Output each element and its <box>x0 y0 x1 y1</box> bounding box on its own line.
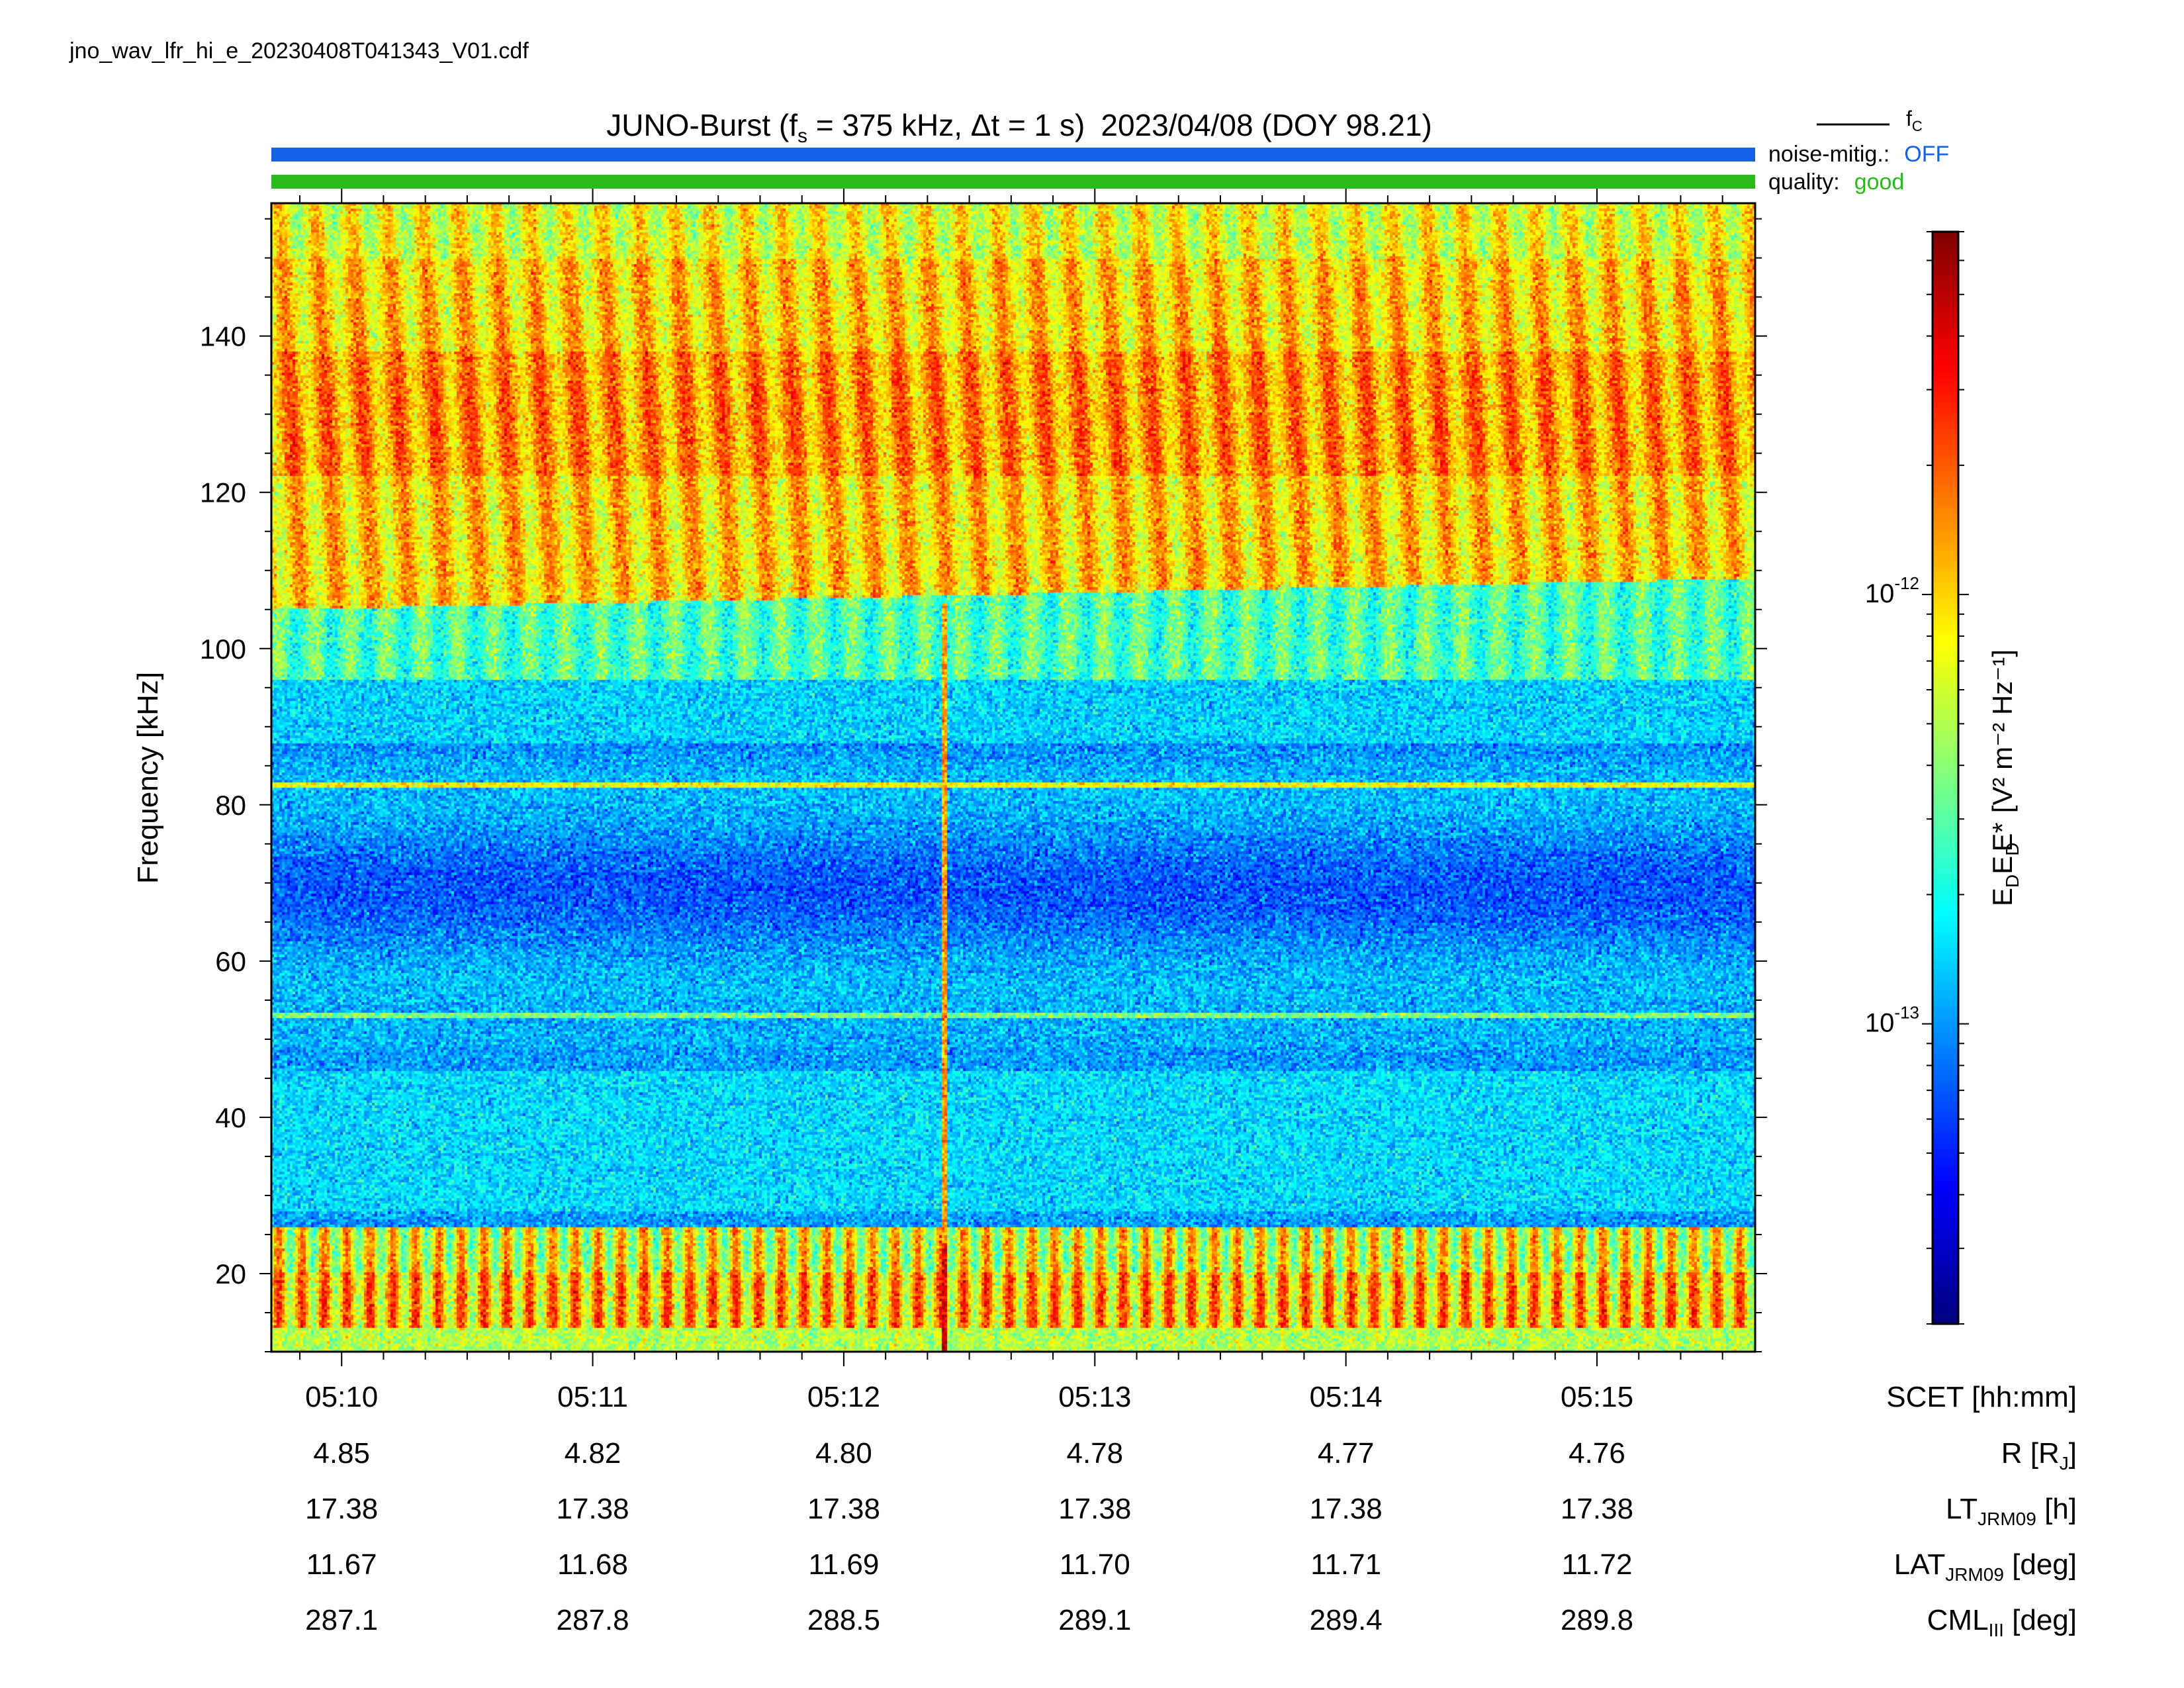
spectrogram-image <box>271 203 1755 1352</box>
ephemeris-row-label: SCET [hh:mm] <box>1886 1381 2077 1413</box>
ephemeris-value: 05:11 <box>557 1381 628 1413</box>
ephemeris-value: 287.8 <box>557 1604 629 1636</box>
ephemeris-value: 4.80 <box>815 1437 872 1470</box>
ephemeris-value: 05:13 <box>1058 1381 1131 1413</box>
noise-mitigation-bar <box>271 148 1755 162</box>
ephemeris-value: 05:15 <box>1561 1381 1633 1413</box>
ephemeris-value: 11.68 <box>557 1548 628 1581</box>
title-fs-text: = 375 kHz, Δt = 1 s) <box>807 108 1085 142</box>
ephemeris-value: 4.76 <box>1569 1437 1625 1470</box>
ephemeris-value: 11.70 <box>1060 1548 1130 1581</box>
filename-label: jno_wav_lfr_hi_e_20230408T041343_V01.cdf <box>69 38 529 64</box>
ephemeris-row-label: CMLIII [deg] <box>1927 1604 2077 1640</box>
title-date: 2023/04/08 (DOY 98.21) <box>1101 108 1432 142</box>
plot-frame <box>270 202 1756 1353</box>
y-axis: 20 40 60 80 100 120 140 <box>200 218 1767 1352</box>
quality-bar <box>271 175 1755 189</box>
ephemeris-value: 05:10 <box>305 1381 378 1413</box>
ephemeris-value: 289.1 <box>1058 1604 1131 1636</box>
colorbar-label: EDEDE*[V² m⁻² Hz⁻¹] <box>1987 649 2023 906</box>
ephemeris-value: 4.85 <box>313 1437 370 1470</box>
y-tick-label: 20 <box>215 1258 246 1289</box>
colorbar-frame <box>1931 230 1960 1325</box>
y-axis-label: Frequency [kHz] <box>132 672 164 884</box>
title-fs-sub: s <box>797 125 807 147</box>
colorbar-tick-label: 10-12 <box>1865 573 1919 608</box>
colorbar-gradient <box>1933 232 1958 1324</box>
ephemeris-value: 289.4 <box>1310 1604 1383 1636</box>
y-tick-label: 100 <box>200 633 246 665</box>
ephemeris-value: 17.38 <box>1310 1493 1383 1525</box>
ephemeris-value: 17.38 <box>1561 1493 1633 1525</box>
quality-value: good <box>1854 169 1905 195</box>
colorbar: 10-12 10-13 EDEDE*[V² m⁻² Hz⁻¹] <box>1865 230 2023 1325</box>
ephemeris-value: 17.38 <box>557 1493 629 1525</box>
ephemeris-value: 4.78 <box>1066 1437 1123 1470</box>
x-axis <box>298 189 1723 1366</box>
ephemeris-table: 05:10 05:11 05:12 05:13 05:14 05:15 SCET [hh:m… <box>305 1381 2077 1640</box>
title-instrument: JUNO-Burst <box>606 108 770 142</box>
ephemeris-row-label: R [RJ] <box>2001 1437 2077 1474</box>
ephemeris-value: 11.72 <box>1562 1548 1633 1581</box>
ephemeris-value: 4.82 <box>565 1437 621 1470</box>
ephemeris-value: 11.69 <box>809 1548 880 1581</box>
ephemeris-value: 11.67 <box>306 1548 377 1581</box>
ephemeris-value: 288.5 <box>807 1604 880 1636</box>
ephemeris-value: 05:14 <box>1310 1381 1383 1413</box>
ephemeris-row-label: LTJRM09 [h] <box>1946 1493 2077 1529</box>
plot-area <box>270 202 1756 1353</box>
ephemeris-value: 17.38 <box>1058 1493 1131 1525</box>
y-tick-label: 40 <box>215 1102 246 1133</box>
fc-legend-label: fC <box>1906 107 1923 134</box>
colorbar-tick-label: 10-13 <box>1865 1003 1919 1038</box>
ephemeris-value: 17.38 <box>305 1493 378 1525</box>
ephemeris-value: 05:12 <box>807 1381 880 1413</box>
ephemeris-row-label: LATJRM09 [deg] <box>1894 1548 2077 1585</box>
ephemeris-value: 287.1 <box>305 1604 378 1636</box>
ephemeris-value: 17.38 <box>807 1493 880 1525</box>
noise-mitigation-label: noise-mitig.: OFF <box>1768 142 1949 167</box>
y-tick-label: 80 <box>215 790 246 821</box>
chart-title: JUNO-Burst (fs = 375 kHz, Δt = 1 s) 2023/… <box>606 108 1432 147</box>
ephemeris-value: 11.71 <box>1310 1548 1381 1581</box>
y-tick-label: 140 <box>200 321 246 352</box>
colorbar-ticks: 10-12 10-13 <box>1865 231 1969 1325</box>
quality-label: quality: good <box>1768 169 1904 195</box>
y-tick-label: 120 <box>200 477 246 508</box>
ephemeris-value: 289.8 <box>1561 1604 1633 1636</box>
ephemeris-value: 4.77 <box>1318 1437 1375 1470</box>
title-fs-symbol: f <box>789 108 797 142</box>
noise-mitigation-value: OFF <box>1904 142 1949 167</box>
y-tick-label: 60 <box>215 946 246 977</box>
